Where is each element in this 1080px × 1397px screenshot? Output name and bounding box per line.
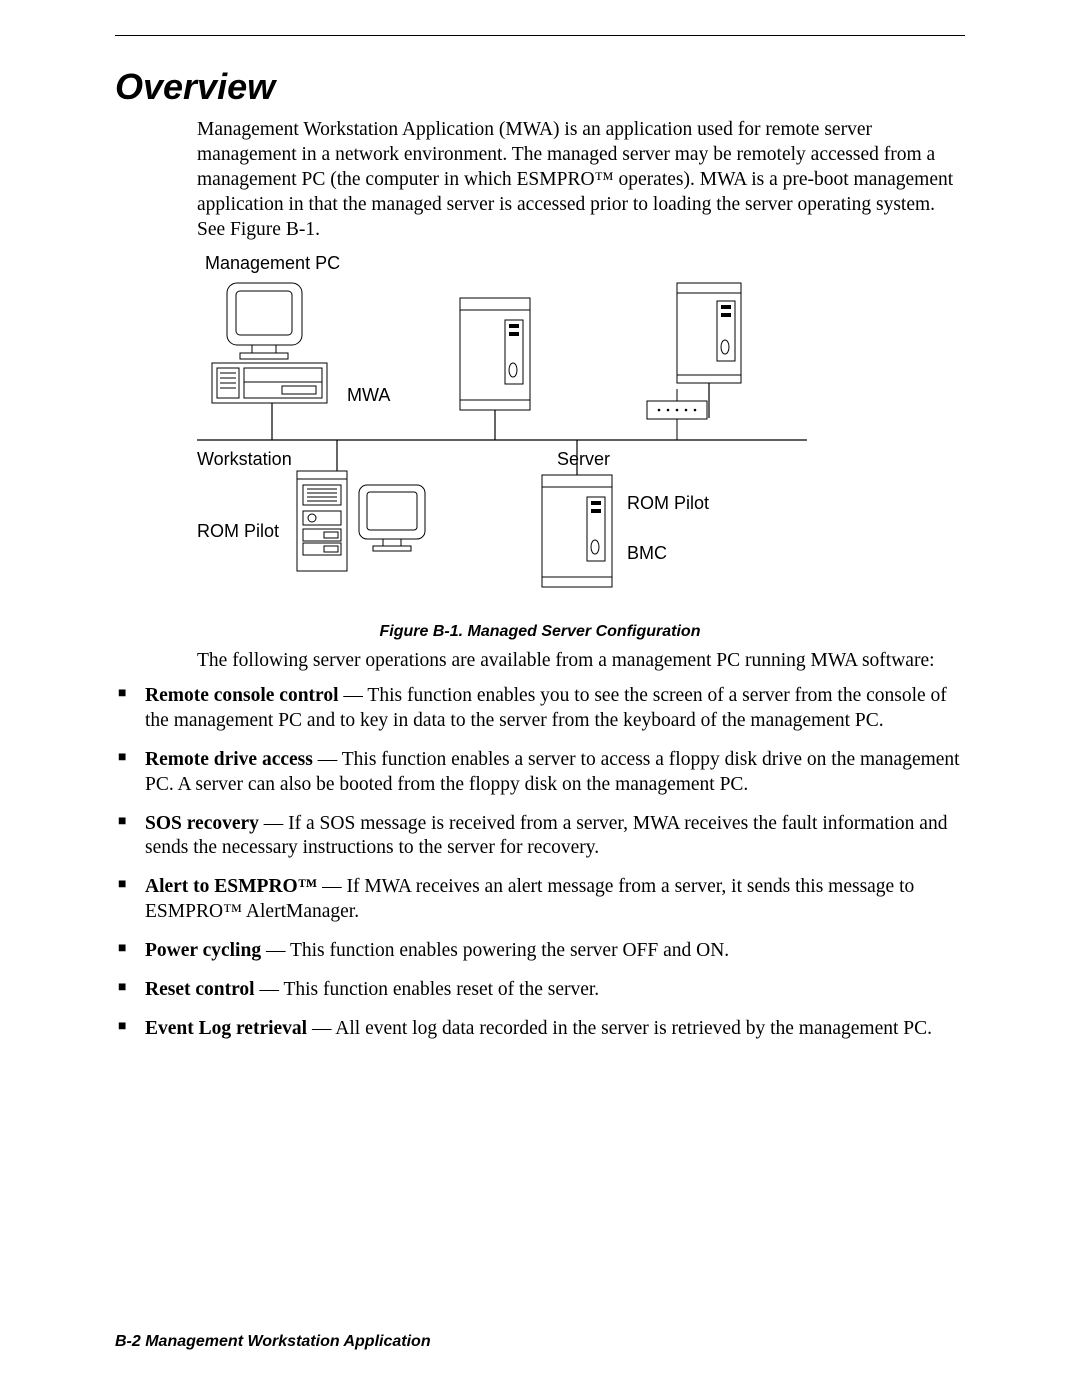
list-item: Event Log retrieval — All event log data… (115, 1017, 965, 1042)
feature-title: Remote console control (145, 685, 339, 706)
page-title: Overview (115, 66, 965, 108)
page: Overview Management Workstation Applicat… (0, 0, 1080, 1397)
tower-top-icon (460, 298, 530, 440)
list-item: Alert to ESMPRO™ — If MWA receives an al… (115, 875, 965, 925)
management-pc-icon (212, 283, 327, 440)
feature-title: Event Log retrieval (145, 1018, 307, 1039)
feature-desc: — This function enables reset of the ser… (255, 979, 600, 1000)
diagram-svg (197, 253, 817, 623)
feature-title: Alert to ESMPRO™ (145, 876, 317, 897)
tower-top-right-icon (677, 283, 741, 418)
list-item: Power cycling — This function enables po… (115, 939, 965, 964)
hub-icon (647, 389, 707, 440)
figure-b1: Management PC MWA Workstation ROM Pilot … (197, 253, 817, 623)
feature-title: Power cycling (145, 940, 261, 961)
list-item: SOS recovery — If a SOS message is recei… (115, 812, 965, 862)
para-after-figure: The following server operations are avai… (197, 649, 965, 674)
server-bottom-icon (542, 475, 612, 587)
list-item: Remote console control — This function e… (115, 684, 965, 734)
feature-desc: — All event log data recorded in the ser… (307, 1018, 932, 1039)
feature-title: Remote drive access (145, 749, 313, 770)
top-rule (115, 35, 965, 36)
feature-desc: — If a SOS message is received from a se… (145, 813, 947, 859)
feature-desc: — This function enables powering the ser… (261, 940, 729, 961)
list-item: Reset control — This function enables re… (115, 978, 965, 1003)
figure-caption: Figure B-1. Managed Server Configuration (115, 623, 965, 641)
feature-title: SOS recovery (145, 813, 259, 834)
list-item: Remote drive access — This function enab… (115, 748, 965, 798)
page-footer: B-2 Management Workstation Application (115, 1333, 431, 1351)
workstation-icon (297, 471, 425, 571)
intro-paragraph: Management Workstation Application (MWA)… (197, 118, 965, 243)
feature-title: Reset control (145, 979, 255, 1000)
feature-list: Remote console control — This function e… (115, 684, 965, 1042)
